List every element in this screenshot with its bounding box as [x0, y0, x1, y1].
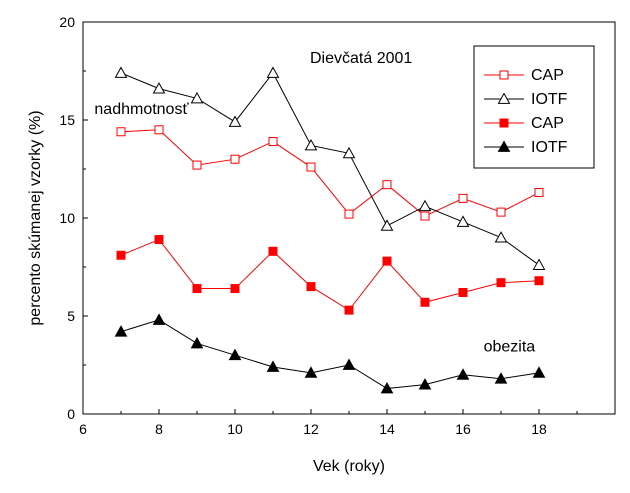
legend-marker: [499, 118, 509, 128]
annotation-overweight: nadhmotnosť: [94, 101, 189, 118]
series-line: [120, 72, 540, 266]
data-point: [192, 160, 202, 170]
series-layer: [114, 66, 546, 394]
data-point: [154, 125, 164, 135]
chart-title: Dievčatá 2001: [310, 50, 412, 67]
legend-marker: [497, 140, 511, 152]
data-point: [268, 246, 278, 256]
series-line: [120, 238, 540, 311]
data-point: [458, 287, 468, 297]
data-point: [266, 66, 280, 78]
data-point: [154, 235, 164, 245]
legend-marker: [499, 70, 509, 80]
legend-items: CAP IOTF CAP IOTF: [484, 67, 568, 156]
data-point: [532, 366, 546, 378]
data-point: [420, 211, 430, 221]
x-tick-label: 12: [303, 421, 319, 437]
data-point: [534, 276, 544, 286]
data-point: [306, 282, 316, 292]
y-tick-label: 15: [59, 112, 75, 128]
series-0: [116, 125, 544, 221]
data-point: [228, 348, 242, 361]
data-point: [494, 231, 508, 243]
y-tick-label: 5: [67, 308, 75, 324]
data-point: [456, 368, 470, 380]
data-point: [116, 250, 126, 260]
x-tick-label: 8: [155, 421, 163, 437]
legend-item: IOTF: [484, 139, 568, 156]
data-point: [344, 209, 354, 219]
data-point: [116, 127, 126, 137]
legend-box: [473, 45, 595, 169]
data-point: [382, 256, 392, 266]
data-point: [152, 82, 166, 94]
data-point: [418, 378, 432, 390]
legend-label: CAP: [531, 115, 564, 132]
legend-label: CAP: [531, 67, 564, 84]
series-3: [114, 313, 546, 394]
data-point: [380, 381, 394, 394]
data-point: [420, 297, 430, 307]
data-point: [306, 162, 316, 172]
y-tick-label: 10: [59, 210, 75, 226]
legend-marker: [497, 92, 511, 104]
data-point: [228, 115, 242, 127]
data-point: [152, 313, 166, 325]
legend-label: IOTF: [531, 91, 568, 108]
data-point: [342, 146, 356, 159]
axis-ticks: 6 8 10 12 14 16 18 0 5 10 15 20: [59, 14, 578, 437]
data-point: [192, 284, 202, 294]
data-point: [304, 138, 318, 151]
annotation-obesity: obezita: [484, 338, 536, 355]
data-point: [456, 215, 470, 227]
series-2: [116, 235, 544, 315]
data-point: [496, 278, 506, 288]
series-line: [120, 319, 540, 390]
y-axis-title: percento skúmanej vzorky (%): [27, 110, 44, 325]
x-tick-label: 16: [455, 421, 471, 437]
data-point: [230, 284, 240, 294]
x-tick-label: 6: [79, 421, 87, 437]
x-tick-label: 18: [531, 421, 547, 437]
y-tick-label: 20: [59, 14, 75, 30]
data-point: [266, 360, 280, 372]
x-axis-title: Vek (roky): [313, 458, 385, 475]
data-point: [496, 207, 506, 217]
data-point: [190, 91, 204, 104]
data-point: [458, 193, 468, 203]
data-point: [532, 258, 546, 270]
series-line: [120, 129, 540, 217]
legend-label: IOTF: [531, 139, 568, 156]
legend: CAP IOTF CAP IOTF: [473, 45, 595, 169]
data-point: [230, 154, 240, 164]
data-point: [344, 305, 354, 315]
series-1: [114, 66, 546, 270]
data-point: [190, 336, 204, 349]
data-point: [342, 358, 356, 370]
x-tick-label: 14: [379, 421, 395, 437]
data-point: [304, 366, 318, 378]
data-point: [418, 199, 432, 212]
y-tick-label: 0: [67, 406, 75, 422]
legend-item: CAP: [484, 67, 564, 84]
data-point: [114, 66, 128, 78]
data-point: [494, 372, 508, 384]
data-point: [382, 180, 392, 190]
data-point: [114, 325, 128, 337]
legend-item: IOTF: [484, 91, 568, 108]
data-point: [380, 219, 394, 231]
data-point: [268, 137, 278, 147]
data-point: [534, 188, 544, 198]
x-tick-label: 10: [227, 421, 243, 437]
legend-item: CAP: [484, 115, 564, 132]
